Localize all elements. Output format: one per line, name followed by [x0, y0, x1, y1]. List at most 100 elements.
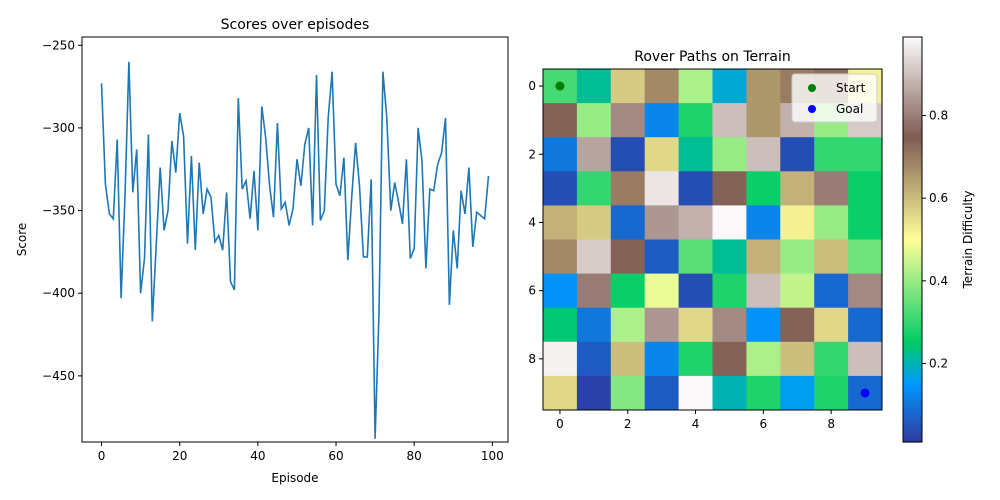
colorbar-band: [903, 263, 922, 267]
heatmap-cell: [848, 205, 883, 240]
colorbar-band: [903, 75, 922, 79]
heatmap-cell: [644, 205, 680, 240]
heatmap-cell: [712, 375, 747, 411]
colorbar-band: [903, 409, 922, 413]
colorbar-band: [903, 126, 922, 129]
colorbar-band: [903, 95, 922, 99]
heatmap-cell: [678, 375, 713, 411]
colorbar-band: [903, 156, 922, 160]
colorbar-band: [903, 348, 922, 352]
heatmap-y-tick-label: 4: [528, 215, 536, 229]
line-x-axis-label: Episode: [271, 471, 318, 485]
colorbar-band: [903, 211, 922, 214]
colorbar-band: [903, 172, 922, 176]
colorbar-band: [903, 265, 922, 269]
colorbar-band: [903, 413, 922, 417]
colorbar-band: [903, 83, 922, 87]
heatmap-cell: [848, 273, 883, 309]
colorbar-band: [903, 239, 922, 243]
colorbar-band: [903, 166, 922, 170]
colorbar-band: [903, 437, 922, 441]
score-line: [100, 61, 490, 439]
colorbar-band: [903, 237, 922, 241]
colorbar-band: [903, 85, 922, 89]
heatmap-cell: [814, 341, 849, 377]
colorbar-band: [903, 207, 922, 210]
colorbar-band: [903, 259, 922, 263]
start-marker: [555, 81, 565, 91]
colorbar-band: [903, 373, 922, 376]
heatmap-cell: [780, 239, 815, 275]
colorbar-band: [903, 150, 922, 154]
colorbar-band: [903, 419, 922, 423]
heatmap-cell: [644, 103, 680, 138]
colorbar-band: [903, 168, 922, 172]
colorbar-band: [903, 192, 922, 196]
colorbar-band: [903, 203, 922, 206]
colorbar-band: [903, 312, 922, 316]
colorbar-band: [903, 284, 922, 287]
colorbar-band: [903, 435, 922, 439]
colorbar-band: [903, 128, 922, 131]
colorbar-band: [903, 361, 922, 364]
heatmap-cell: [746, 341, 781, 377]
colorbar-band: [903, 292, 922, 295]
colorbar-band: [903, 81, 922, 85]
heatmap-cell: [848, 341, 883, 377]
heatmap-cell: [678, 273, 713, 309]
colorbar-band: [903, 433, 922, 437]
heatmap-cell: [712, 69, 747, 104]
colorbar-band: [903, 164, 922, 168]
heatmap-cell: [576, 375, 612, 411]
heatmap-cell: [576, 239, 612, 275]
colorbar-band: [903, 296, 922, 299]
heatmap-cell: [678, 137, 713, 172]
heatmap-cell: [712, 171, 747, 206]
colorbar-tick-label: 0.2: [929, 356, 948, 370]
heatmap-cell: [780, 137, 815, 172]
heatmap-cell: [780, 307, 815, 343]
colorbar-band: [903, 411, 922, 415]
colorbar-band: [903, 223, 922, 226]
colorbar-band: [903, 342, 922, 346]
heatmap-cell: [644, 375, 680, 411]
colorbar-band: [903, 377, 922, 380]
colorbar-band: [903, 89, 922, 93]
heatmap-cell: [678, 307, 713, 343]
colorbar-band: [903, 136, 922, 139]
colorbar-band: [903, 322, 922, 326]
colorbar-band: [903, 132, 922, 135]
heatmap-cell: [814, 273, 849, 309]
colorbar-band: [903, 61, 922, 64]
heatmap-x-tick-label: 6: [760, 417, 768, 431]
heatmap-cell: [814, 375, 849, 411]
heatmap-cell: [543, 205, 578, 240]
heatmap-cell: [543, 103, 578, 138]
colorbar-band: [903, 277, 922, 281]
colorbar-band: [903, 77, 922, 81]
heatmap-cell: [610, 273, 646, 309]
heatmap-cell: [746, 171, 781, 206]
colorbar-band: [903, 87, 922, 91]
heatmap-title: Rover Paths on Terrain: [634, 49, 791, 65]
colorbar-band: [903, 249, 922, 253]
colorbar-band: [903, 397, 922, 401]
heatmap-cell: [848, 171, 883, 206]
goal-marker: [860, 388, 870, 398]
colorbar-band: [903, 79, 922, 83]
heatmap-cell: [576, 205, 612, 240]
colorbar-band: [903, 273, 922, 277]
colorbar-band: [903, 423, 922, 427]
colorbar-band: [903, 421, 922, 425]
colorbar-band: [903, 170, 922, 174]
line-x-ticks: 0 20 40 60 80 100: [98, 442, 504, 463]
heatmap-cell: [543, 341, 578, 377]
colorbar-band: [903, 255, 922, 259]
heatmap-cell: [610, 69, 646, 104]
colorbar-band: [903, 334, 922, 338]
colorbar-band: [903, 205, 922, 208]
colorbar-band: [903, 144, 922, 147]
colorbar-band: [903, 328, 922, 332]
heatmap-cell: [610, 341, 646, 377]
